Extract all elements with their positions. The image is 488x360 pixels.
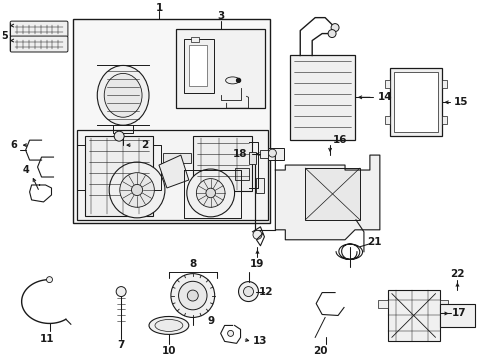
Circle shape [236, 78, 240, 82]
Text: 12: 12 [259, 287, 273, 297]
Bar [176, 28, 265, 108]
Text: 22: 22 [449, 269, 464, 279]
Ellipse shape [155, 319, 183, 332]
Bar [387, 289, 439, 341]
Bar [248, 152, 256, 164]
Bar [268, 148, 284, 160]
Circle shape [120, 173, 154, 207]
Circle shape [238, 282, 258, 302]
Circle shape [243, 287, 253, 297]
Text: 20: 20 [312, 346, 327, 356]
Circle shape [205, 188, 215, 198]
Bar [77, 130, 268, 220]
Text: 8: 8 [189, 259, 196, 269]
Text: 17: 17 [451, 309, 466, 319]
Bar [384, 116, 389, 124]
Text: 7: 7 [117, 340, 124, 350]
Text: 19: 19 [250, 259, 264, 269]
Text: 9: 9 [207, 316, 214, 327]
Ellipse shape [97, 66, 149, 125]
Bar [441, 116, 446, 124]
Text: 11: 11 [40, 334, 55, 345]
Bar [260, 150, 268, 158]
Bar [183, 39, 213, 93]
Text: 4: 4 [22, 165, 29, 175]
Bar [290, 55, 354, 140]
Text: 13: 13 [253, 336, 267, 346]
Text: 16: 16 [332, 135, 346, 145]
Circle shape [46, 276, 52, 283]
Text: 10: 10 [162, 346, 176, 356]
Circle shape [252, 230, 262, 239]
Bar [73, 19, 270, 223]
Bar [188, 45, 206, 86]
Circle shape [187, 290, 198, 301]
Ellipse shape [104, 73, 142, 117]
Bar [256, 178, 264, 193]
FancyBboxPatch shape [10, 36, 68, 52]
Bar [234, 168, 248, 180]
Text: 18: 18 [233, 149, 247, 159]
Bar [377, 300, 387, 307]
Circle shape [268, 149, 276, 157]
Bar [163, 153, 190, 163]
Bar [439, 300, 447, 307]
Text: 6: 6 [10, 140, 17, 150]
Text: 5: 5 [1, 31, 8, 41]
Bar [441, 80, 446, 88]
Bar [384, 80, 389, 88]
Circle shape [330, 24, 338, 32]
Text: 3: 3 [217, 11, 224, 21]
Polygon shape [159, 155, 188, 188]
Circle shape [170, 274, 214, 318]
Bar [393, 72, 437, 132]
Circle shape [186, 169, 234, 217]
FancyBboxPatch shape [10, 21, 68, 37]
Bar [190, 37, 198, 41]
Bar [305, 168, 359, 220]
Circle shape [114, 131, 124, 141]
Circle shape [131, 184, 142, 195]
Bar [389, 68, 441, 136]
Circle shape [196, 179, 224, 207]
Polygon shape [275, 155, 379, 240]
Ellipse shape [225, 77, 239, 84]
Circle shape [116, 287, 126, 297]
Text: 2: 2 [141, 140, 148, 150]
Text: 21: 21 [367, 237, 381, 247]
Bar [439, 303, 474, 328]
Text: 1: 1 [155, 3, 162, 13]
Circle shape [178, 281, 206, 310]
Text: 14: 14 [377, 92, 391, 102]
Text: 15: 15 [453, 97, 468, 107]
Circle shape [109, 162, 164, 218]
Bar [192, 136, 252, 191]
Circle shape [327, 30, 335, 37]
Bar [85, 136, 153, 216]
Ellipse shape [149, 316, 188, 334]
Circle shape [227, 330, 233, 336]
